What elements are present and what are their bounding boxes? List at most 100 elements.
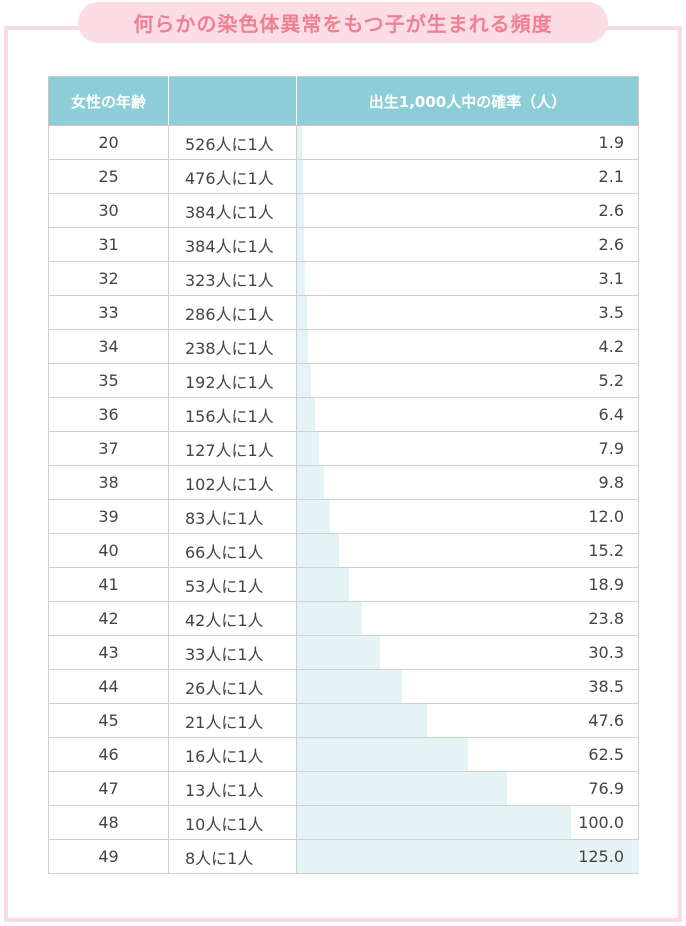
rate-bar — [297, 738, 468, 771]
rate-cell: 5.2 — [296, 363, 639, 398]
rate-cell: 4.2 — [296, 329, 639, 364]
rate-bar — [297, 466, 324, 499]
rate-value: 38.5 — [588, 677, 624, 696]
frequency-table: 女性の年齢 出生1,000人中の確率（人） 20 526人に1人 1.9 25 476人… — [48, 76, 639, 874]
rate-bar — [297, 500, 330, 533]
rate-value: 4.2 — [598, 337, 624, 356]
table-row: 30 384人に1人 2.6 — [48, 193, 639, 228]
age-cell: 49 — [48, 839, 169, 874]
rate-bar — [297, 160, 303, 193]
rate-bar — [297, 126, 303, 159]
table-row: 46 16人に1人 62.5 — [48, 737, 639, 772]
age-cell: 35 — [48, 363, 169, 398]
rate-value: 125.0 — [578, 847, 624, 866]
table-row: 43 33人に1人 30.3 — [48, 635, 639, 670]
rate-bar — [297, 364, 312, 397]
rate-cell: 12.0 — [296, 499, 639, 534]
rate-cell: 2.6 — [296, 193, 639, 228]
rate-value: 5.2 — [598, 371, 624, 390]
table-row: 49 8人に1人 125.0 — [48, 839, 639, 874]
rate-value: 30.3 — [588, 643, 624, 662]
rate-cell: 62.5 — [296, 737, 639, 772]
table-row: 48 10人に1人 100.0 — [48, 805, 639, 840]
ratio-cell: 156人に1人 — [168, 397, 297, 432]
table-row: 40 66人に1人 15.2 — [48, 533, 639, 568]
rate-bar — [297, 636, 380, 669]
age-cell: 42 — [48, 601, 169, 636]
header-rate: 出生1,000人中の確率（人） — [296, 76, 639, 126]
age-cell: 47 — [48, 771, 169, 806]
age-cell: 40 — [48, 533, 169, 568]
table-row: 33 286人に1人 3.5 — [48, 295, 639, 330]
table-row: 35 192人に1人 5.2 — [48, 363, 639, 398]
rate-cell: 7.9 — [296, 431, 639, 466]
age-cell: 46 — [48, 737, 169, 772]
rate-cell: 2.6 — [296, 227, 639, 262]
table-header-row: 女性の年齢 出生1,000人中の確率（人） — [48, 76, 639, 126]
age-cell: 30 — [48, 193, 169, 228]
age-cell: 32 — [48, 261, 169, 296]
rate-bar — [297, 296, 307, 329]
age-cell: 37 — [48, 431, 169, 466]
age-cell: 44 — [48, 669, 169, 704]
rate-value: 15.2 — [588, 541, 624, 560]
table-row: 41 53人に1人 18.9 — [48, 567, 639, 602]
rate-value: 3.1 — [598, 269, 624, 288]
rate-bar — [297, 568, 349, 601]
rate-value: 76.9 — [588, 779, 624, 798]
table-row: 45 21人に1人 47.6 — [48, 703, 639, 738]
table-row: 31 384人に1人 2.6 — [48, 227, 639, 262]
ratio-cell: 26人に1人 — [168, 669, 297, 704]
table-row: 47 13人に1人 76.9 — [48, 771, 639, 806]
rate-cell: 2.1 — [296, 159, 639, 194]
rate-bar — [297, 330, 309, 363]
ratio-cell: 384人に1人 — [168, 227, 297, 262]
table-row: 44 26人に1人 38.5 — [48, 669, 639, 704]
rate-cell: 15.2 — [296, 533, 639, 568]
age-cell: 38 — [48, 465, 169, 500]
rate-value: 23.8 — [588, 609, 624, 628]
ratio-cell: 53人に1人 — [168, 567, 297, 602]
table-row: 42 42人に1人 23.8 — [48, 601, 639, 636]
rate-value: 2.6 — [598, 201, 624, 220]
rate-cell: 47.6 — [296, 703, 639, 738]
rate-bar — [297, 228, 305, 261]
rate-value: 1.9 — [598, 133, 624, 152]
table-row: 32 323人に1人 3.1 — [48, 261, 639, 296]
ratio-cell: 384人に1人 — [168, 193, 297, 228]
rate-value: 9.8 — [598, 473, 624, 492]
rate-cell: 125.0 — [296, 839, 639, 874]
header-ratio — [168, 76, 297, 126]
rate-cell: 38.5 — [296, 669, 639, 704]
rate-value: 100.0 — [578, 813, 624, 832]
ratio-cell: 10人に1人 — [168, 805, 297, 840]
ratio-cell: 192人に1人 — [168, 363, 297, 398]
rate-cell: 30.3 — [296, 635, 639, 670]
page-title: 何らかの染色体異常をもつ子が生まれる頻度 — [78, 2, 608, 43]
rate-cell: 18.9 — [296, 567, 639, 602]
age-cell: 45 — [48, 703, 169, 738]
rate-cell: 3.1 — [296, 261, 639, 296]
ratio-cell: 33人に1人 — [168, 635, 297, 670]
rate-cell: 76.9 — [296, 771, 639, 806]
rate-bar — [297, 398, 315, 431]
rate-cell: 3.5 — [296, 295, 639, 330]
ratio-cell: 42人に1人 — [168, 601, 297, 636]
rate-cell: 9.8 — [296, 465, 639, 500]
ratio-cell: 323人に1人 — [168, 261, 297, 296]
table-row: 36 156人に1人 6.4 — [48, 397, 639, 432]
table-body: 20 526人に1人 1.9 25 476人に1人 2.1 30 384人に1人 2.6 31 38… — [48, 125, 639, 874]
rate-value: 3.5 — [598, 303, 624, 322]
ratio-cell: 83人に1人 — [168, 499, 297, 534]
table-row: 37 127人に1人 7.9 — [48, 431, 639, 466]
rate-value: 7.9 — [598, 439, 624, 458]
rate-bar — [297, 194, 305, 227]
header-age: 女性の年齢 — [48, 76, 169, 126]
ratio-cell: 13人に1人 — [168, 771, 297, 806]
rate-value: 12.0 — [588, 507, 624, 526]
age-cell: 31 — [48, 227, 169, 262]
ratio-cell: 16人に1人 — [168, 737, 297, 772]
age-cell: 33 — [48, 295, 169, 330]
age-cell: 48 — [48, 805, 169, 840]
rate-bar — [297, 670, 403, 703]
